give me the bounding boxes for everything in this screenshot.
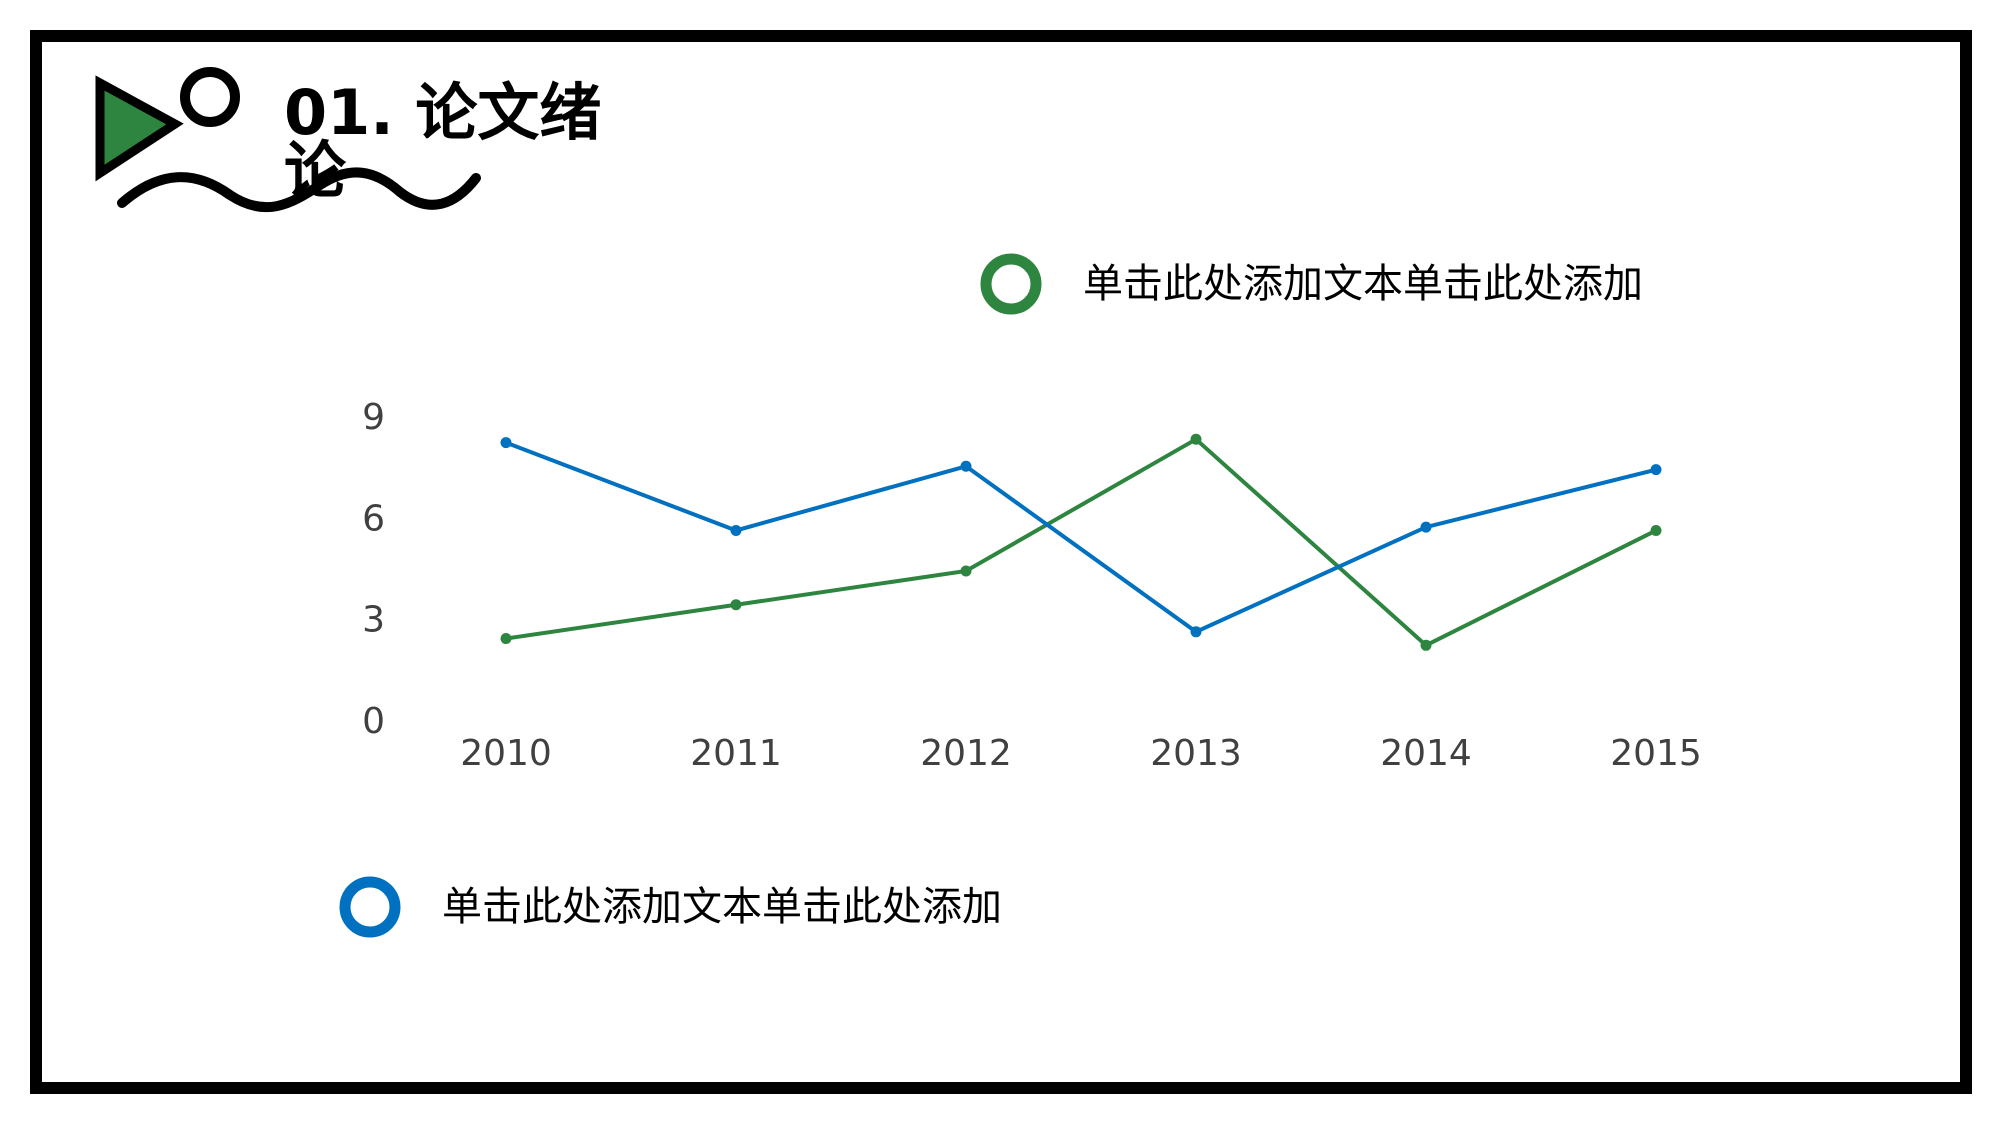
x-tick-label: 2014	[1380, 733, 1472, 774]
triangle-icon	[95, 75, 184, 182]
data-point	[960, 565, 972, 577]
y-tick-label: 0	[362, 701, 385, 742]
x-tick-label: 2012	[920, 733, 1012, 774]
y-tick-label: 9	[362, 397, 385, 438]
data-point	[730, 599, 742, 611]
x-tick-label: 2015	[1610, 733, 1702, 774]
data-point	[1420, 521, 1432, 533]
title: 01. 论文绪论	[284, 76, 602, 207]
data-point	[730, 524, 742, 536]
series-line	[505, 440, 1657, 635]
data-point	[1190, 626, 1202, 638]
x-tick-label: 2010	[460, 733, 552, 774]
x-tick-label: 2013	[1150, 733, 1242, 774]
wave-icon	[117, 167, 481, 213]
data-point	[500, 437, 512, 449]
data-point	[1420, 639, 1432, 651]
data-point	[960, 460, 972, 472]
legend-label: 单击此处添加文本单击此处添加	[1083, 261, 1643, 307]
data-point	[1190, 433, 1202, 445]
data-point	[1650, 524, 1662, 536]
legend-marker	[980, 253, 1042, 315]
series-line	[505, 436, 1657, 648]
frame	[30, 30, 1972, 1094]
circle-icon	[180, 67, 240, 127]
x-tick-label: 2011	[690, 733, 782, 774]
legend-marker	[339, 876, 401, 938]
legend-label: 单击此处添加文本单击此处添加	[442, 884, 1002, 930]
y-tick-label: 3	[362, 600, 385, 641]
y-tick-label: 6	[362, 498, 385, 539]
data-point	[500, 633, 512, 645]
data-point	[1650, 464, 1662, 476]
